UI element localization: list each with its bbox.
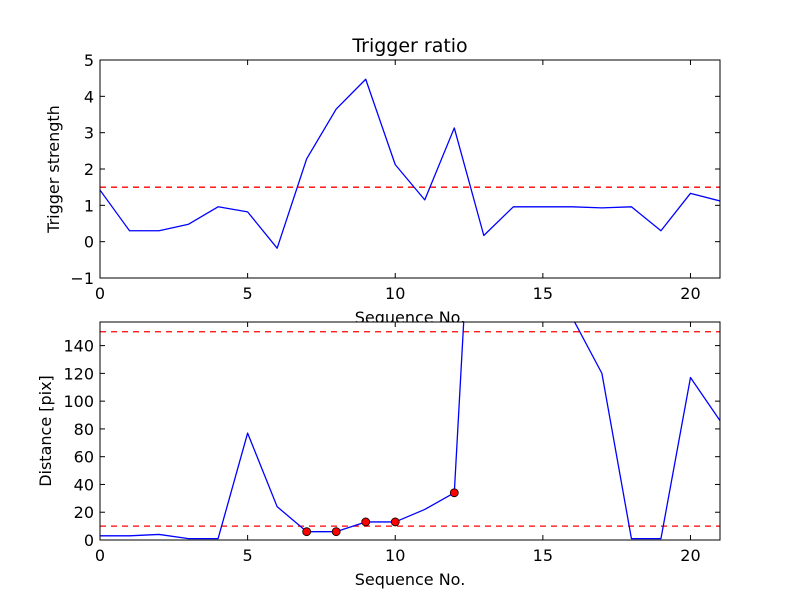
y-tick-label: 60 [74,448,94,467]
x-tick-label: 20 [680,284,700,303]
y-tick-label: 140 [63,337,94,356]
x-tick-label: 5 [243,546,253,565]
y-tick-label: 5 [84,51,94,70]
x-tick-label: 15 [533,284,553,303]
series-line [100,322,720,540]
y-tick-label: 40 [74,475,94,494]
plot-area [100,60,720,278]
y-tick-label: 1 [84,196,94,215]
x-tick-label: 0 [95,546,105,565]
highlight-point [331,527,341,537]
x-tick-label: 10 [385,284,405,303]
x-tick-label: 0 [95,284,105,303]
highlight-point [449,488,459,498]
y-tick-label: 0 [84,233,94,252]
x-tick-label: 15 [533,546,553,565]
plot-area [100,322,720,540]
highlight-point [390,517,400,527]
x-tick-label: 5 [243,284,253,303]
x-axis-label: Sequence No. [355,570,466,589]
y-tick-label: 120 [63,364,94,383]
x-tick-label: 10 [385,546,405,565]
highlight-point [361,517,371,527]
y-tick-label: 3 [84,124,94,143]
y-tick-label: 20 [74,503,94,522]
axes-frame [99,321,721,541]
chart-title: Trigger ratio [351,35,467,57]
y-axis-label: Trigger strength [44,105,63,234]
y-axis-label: Distance [pix] [36,375,55,487]
series-line [100,78,720,249]
y-tick-label: 100 [63,392,94,411]
y-tick-label: 4 [84,87,94,106]
y-tick-label: −1 [70,269,94,288]
y-tick-label: 80 [74,420,94,439]
x-tick-label: 20 [680,546,700,565]
highlight-point [302,527,312,537]
y-tick-label: 0 [84,531,94,550]
y-tick-label: 2 [84,160,94,179]
